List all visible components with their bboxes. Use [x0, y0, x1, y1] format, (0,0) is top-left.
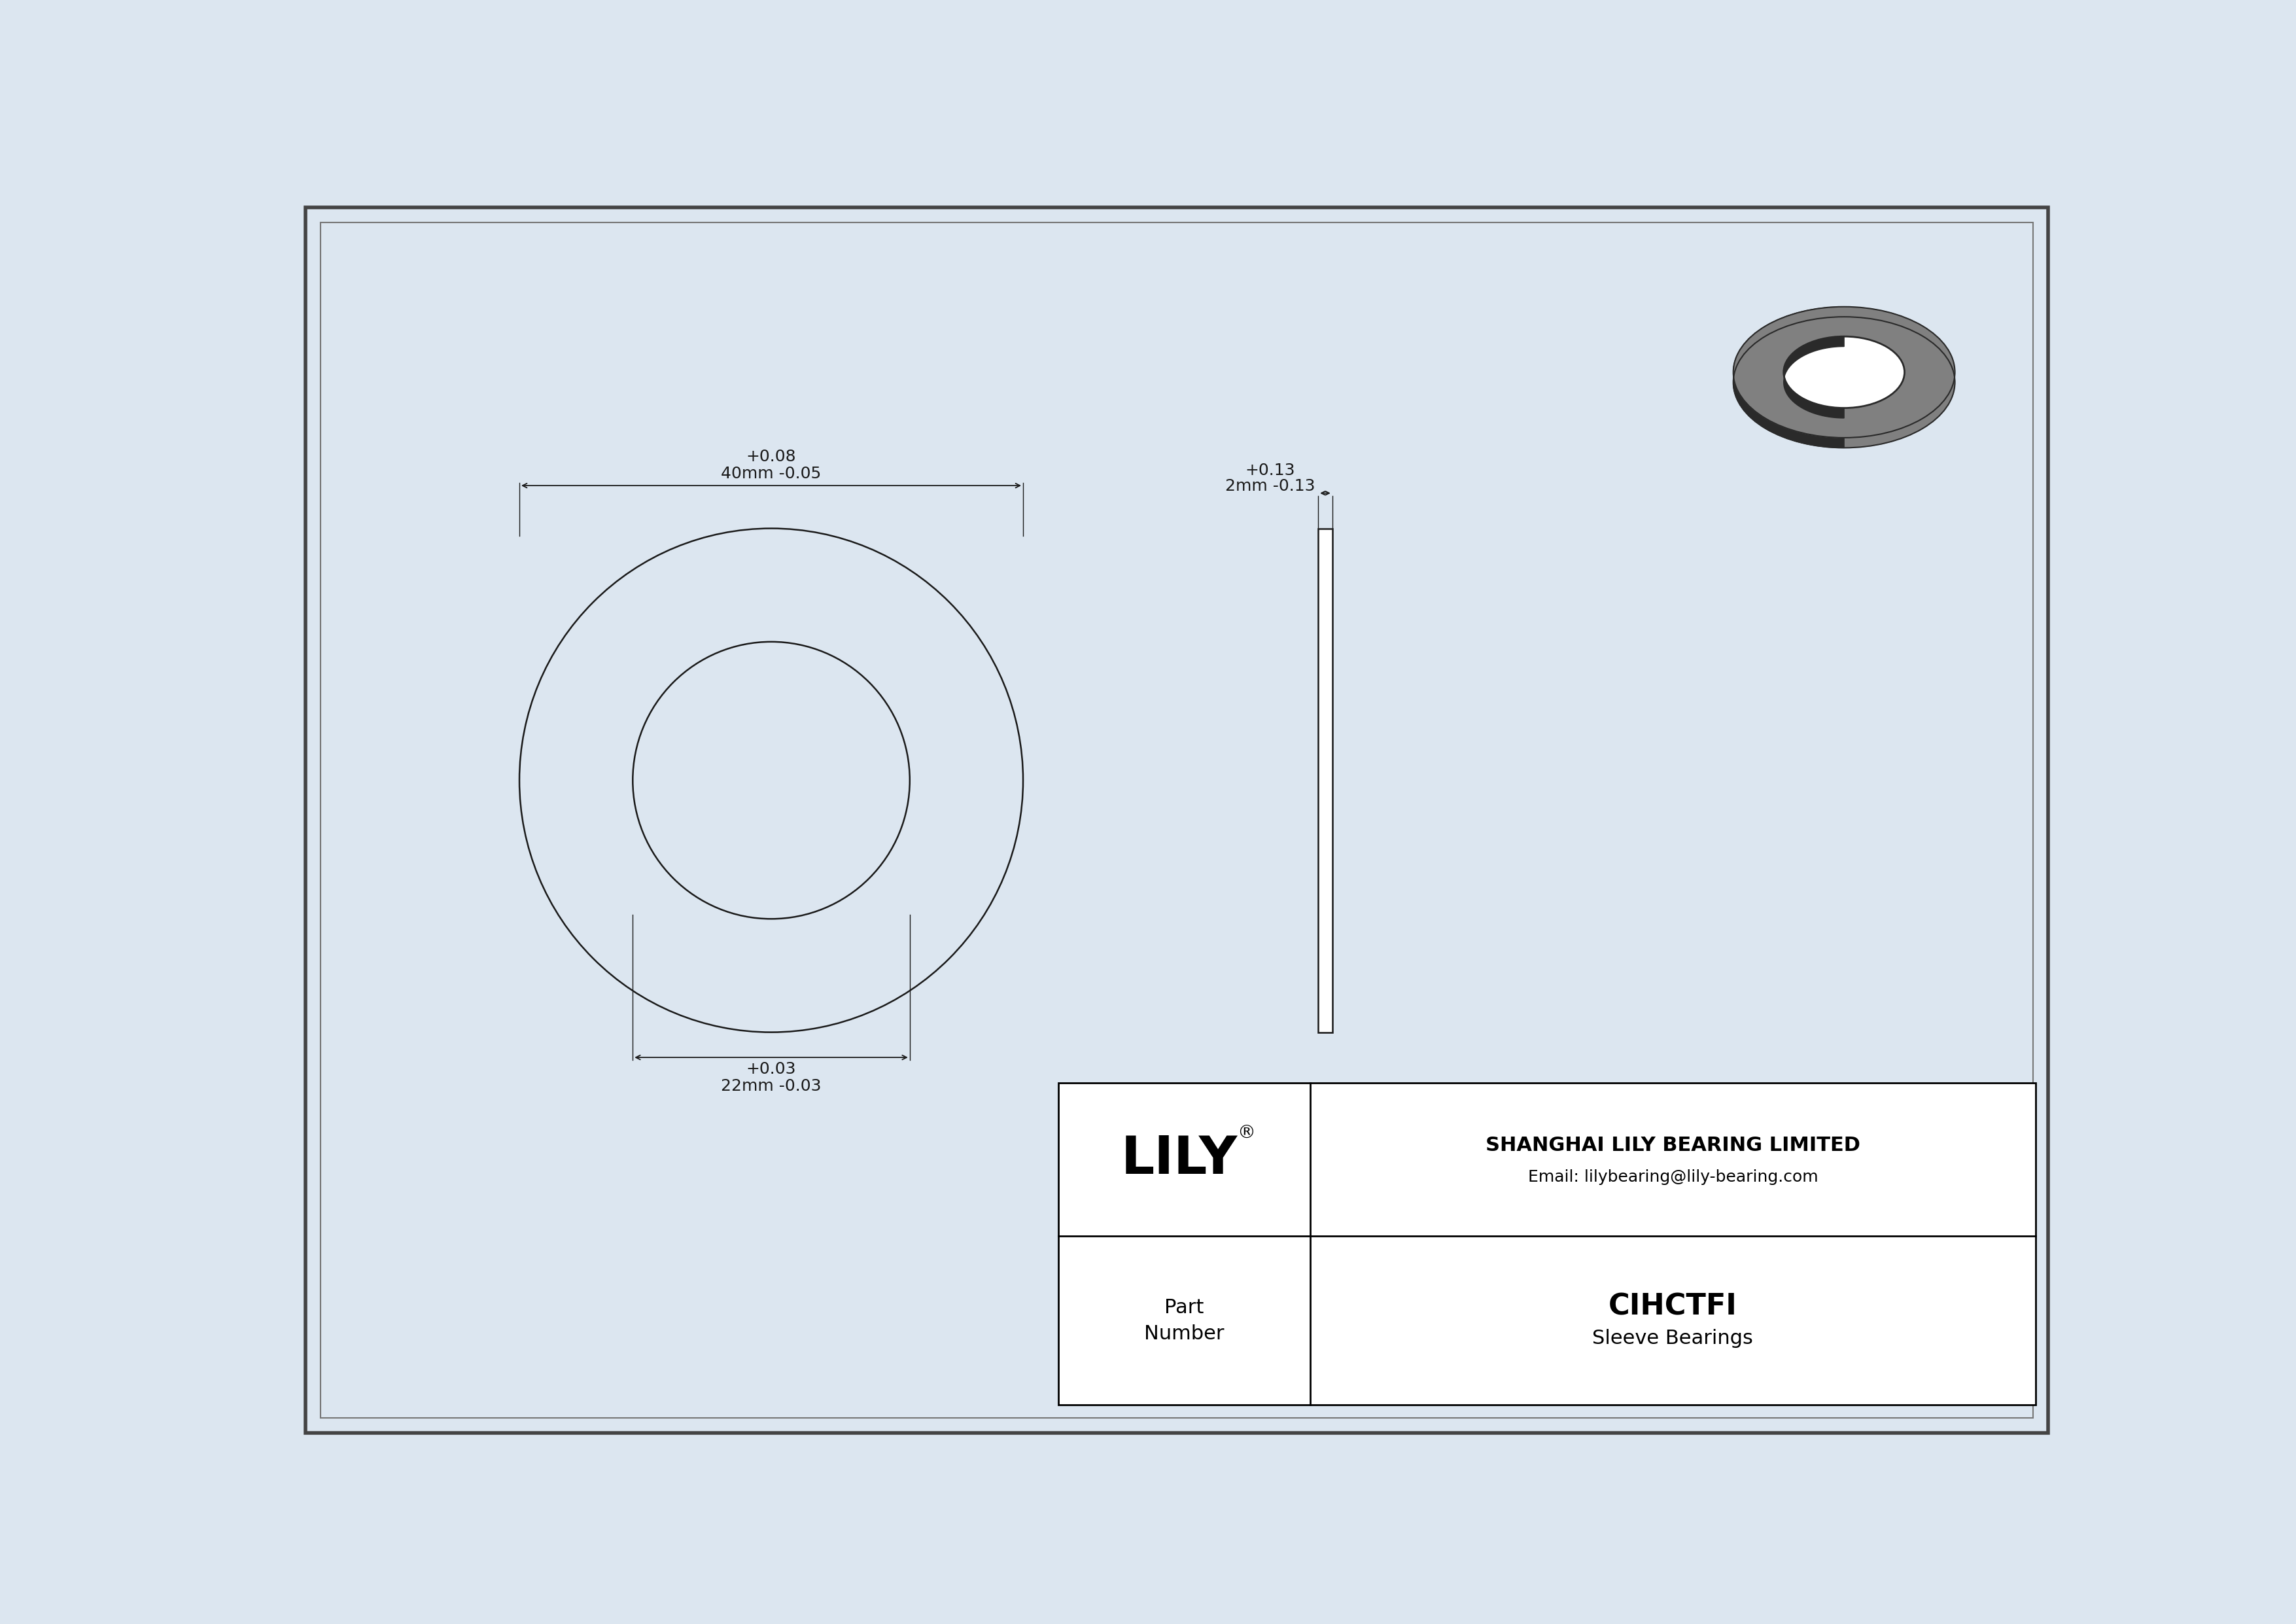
Text: Part
Number: Part Number [1143, 1298, 1224, 1343]
Text: SHANGHAI LILY BEARING LIMITED: SHANGHAI LILY BEARING LIMITED [1486, 1135, 1860, 1155]
Bar [1318, 528, 1332, 1033]
Text: +0.13: +0.13 [1244, 463, 1295, 477]
Text: +0.08: +0.08 [746, 448, 797, 464]
Text: CIHCTFI: CIHCTFI [1609, 1293, 1738, 1320]
Text: 2mm -0.13: 2mm -0.13 [1224, 479, 1316, 494]
Text: LILY: LILY [1120, 1134, 1238, 1186]
Text: 22mm -0.03: 22mm -0.03 [721, 1078, 822, 1095]
Ellipse shape [1784, 336, 1903, 408]
Text: Email: lilybearing@lily-bearing.com: Email: lilybearing@lily-bearing.com [1527, 1169, 1818, 1186]
Polygon shape [1784, 336, 1844, 417]
Polygon shape [1733, 307, 1844, 448]
Text: +0.03: +0.03 [746, 1062, 797, 1077]
Text: 40mm -0.05: 40mm -0.05 [721, 466, 822, 482]
Text: Sleeve Bearings: Sleeve Bearings [1593, 1328, 1754, 1348]
Bar [1058, 1083, 2037, 1405]
Ellipse shape [1733, 317, 1954, 448]
Text: ®: ® [1238, 1124, 1256, 1142]
Ellipse shape [1733, 307, 1954, 438]
